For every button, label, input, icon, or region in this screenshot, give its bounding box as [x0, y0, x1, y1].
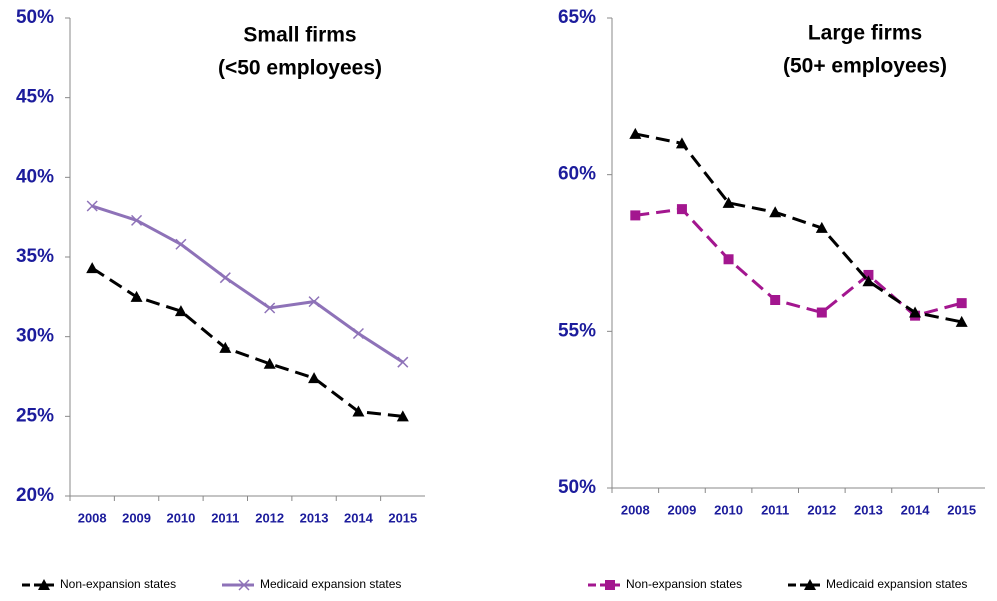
legend-label: Medicaid expansion states: [826, 577, 967, 591]
data-point: [263, 357, 276, 369]
data-point: [175, 238, 187, 250]
data-point: [352, 327, 364, 340]
x-tick-label: 2013: [854, 502, 883, 517]
x-tick-label: 2009: [667, 502, 696, 517]
data-point: [219, 272, 231, 284]
x-tick-label: 2010: [166, 510, 195, 525]
x-tick-label: 2011: [761, 502, 789, 517]
y-tick-label: 45%: [16, 87, 54, 108]
y-tick-label: 65%: [558, 7, 596, 28]
data-point: [174, 305, 187, 317]
data-point: [816, 307, 827, 318]
x-tick-label: 2008: [621, 502, 650, 517]
chart-subtitle: (<50 employees): [218, 57, 382, 80]
legend-label: Non-expansion states: [626, 577, 742, 591]
x-tick-label: 2012: [807, 502, 836, 517]
y-tick-label: 25%: [16, 405, 54, 426]
data-point: [815, 221, 828, 233]
data-point: [397, 356, 409, 368]
chart-subtitle: (50+ employees): [783, 55, 947, 78]
legend-label: Medicaid expansion states: [260, 577, 401, 591]
data-point: [131, 214, 143, 226]
data-point: [308, 296, 320, 308]
data-point: [130, 290, 143, 302]
y-tick-label: 60%: [558, 164, 596, 185]
series-line: [635, 207, 963, 318]
data-point: [675, 137, 688, 149]
y-tick-label: 30%: [16, 326, 54, 347]
legend-marker: [38, 579, 50, 590]
y-tick-label: 50%: [16, 7, 54, 28]
x-tick-label: 2010: [714, 502, 743, 517]
data-point: [629, 127, 642, 139]
data-point: [955, 315, 968, 327]
data-point: [770, 295, 781, 305]
x-tick-label: 2013: [300, 510, 329, 525]
data-point: [769, 206, 782, 218]
data-point: [352, 405, 365, 417]
y-tick-label: 40%: [16, 166, 54, 187]
data-point: [308, 372, 321, 384]
x-tick-label: 2015: [947, 502, 976, 517]
series-line: [635, 132, 962, 324]
y-tick-label: 50%: [558, 477, 596, 498]
y-tick-label: 55%: [558, 320, 596, 341]
legend-marker: [238, 579, 250, 591]
data-point: [630, 210, 641, 221]
y-tick-label: 35%: [16, 246, 54, 267]
data-point: [863, 269, 874, 280]
x-tick-label: 2014: [901, 502, 931, 517]
x-tick-label: 2015: [388, 510, 417, 525]
x-tick-label: 2008: [78, 510, 107, 525]
legend-marker: [605, 580, 615, 590]
x-tick-label: 2014: [344, 510, 374, 525]
series-line: [91, 266, 403, 418]
data-point: [264, 302, 276, 314]
y-tick-label: 20%: [16, 485, 54, 506]
data-point: [723, 254, 734, 265]
data-point: [909, 306, 922, 318]
series-line: [91, 204, 404, 364]
legend-label: Non-expansion states: [60, 577, 176, 591]
chart-title: Small firms: [243, 24, 356, 47]
data-point: [722, 196, 735, 208]
x-tick-label: 2011: [211, 510, 239, 525]
data-point: [396, 410, 409, 422]
legend-marker: [804, 579, 816, 590]
data-point: [676, 204, 687, 215]
chart-title: Large firms: [808, 22, 922, 45]
data-point: [956, 298, 967, 309]
x-tick-label: 2012: [255, 510, 284, 525]
data-point: [86, 200, 98, 212]
data-point: [86, 262, 99, 274]
data-point: [862, 275, 875, 287]
x-tick-label: 2009: [122, 510, 151, 525]
data-point: [219, 341, 232, 353]
